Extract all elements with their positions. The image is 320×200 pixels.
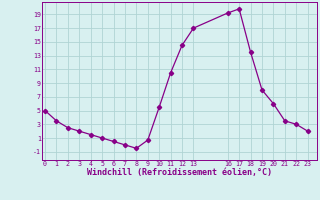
X-axis label: Windchill (Refroidissement éolien,°C): Windchill (Refroidissement éolien,°C): [87, 168, 272, 177]
